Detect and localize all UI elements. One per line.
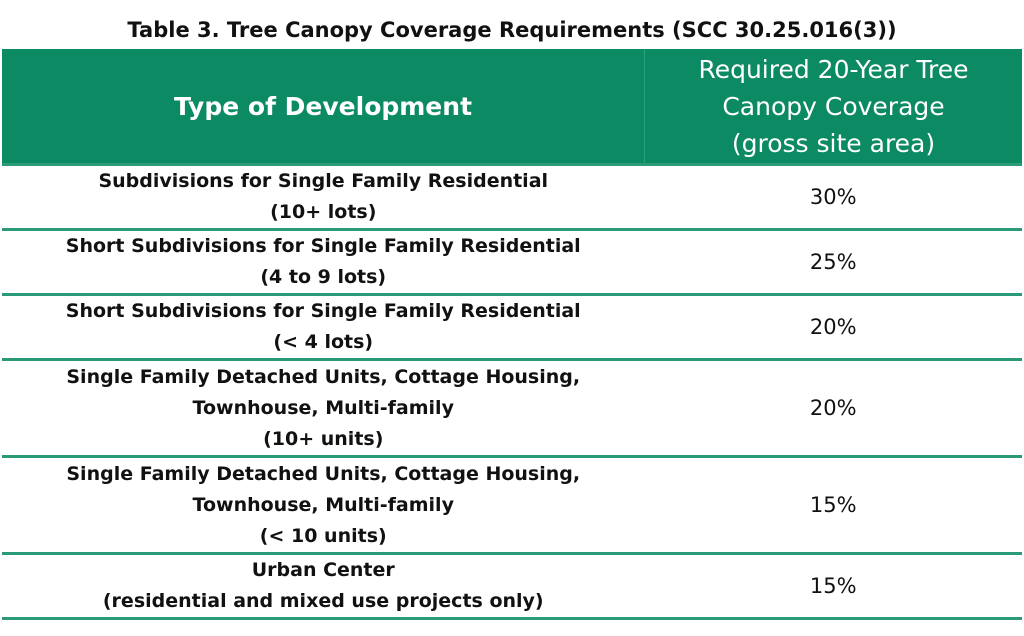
table-title: Table 3. Tree Canopy Coverage Requiremen…: [127, 18, 897, 42]
type-line: Urban Center: [251, 559, 395, 581]
header-row: Type of Development Required 20-Year Tre…: [2, 49, 1022, 165]
type-line: (residential and mixed use projects only…: [102, 590, 544, 612]
type-line: Single Family Detached Units, Cottage Ho…: [66, 462, 581, 485]
development-type: Single Family Detached Units, Cottage Ho…: [2, 358, 645, 457]
coverage-value: 25%: [644, 228, 1022, 295]
type-line: (4 to 9 lots): [260, 266, 387, 288]
development-type: Short Subdivisions for Single Family Res…: [2, 228, 645, 295]
type-line: Short Subdivisions for Single Family Res…: [65, 300, 581, 322]
coverage-value: 15%: [644, 455, 1022, 554]
table-row: Single Family Detached Units, Cottage Ho…: [2, 358, 1022, 457]
type-line: Short Subdivisions for Single Family Res…: [65, 235, 581, 257]
header-type: Type of Development: [2, 49, 645, 165]
development-type: Single Family Detached Units, Cottage Ho…: [2, 455, 645, 554]
table-row: Short Subdivisions for Single Family Res…: [2, 228, 1022, 295]
type-line: (< 10 units): [259, 524, 387, 547]
type-line: Townhouse, Multi-family: [192, 493, 454, 516]
coverage-value: 30%: [644, 163, 1022, 230]
header-line: Canopy Coverage: [722, 91, 945, 121]
type-line: (< 4 lots): [273, 331, 374, 353]
coverage-value: 20%: [644, 293, 1022, 360]
type-line: (10+ units): [263, 427, 384, 450]
table-row: Short Subdivisions for Single Family Res…: [2, 293, 1022, 360]
header-coverage: Required 20-Year Tree Canopy Coverage (g…: [644, 49, 1022, 165]
type-line: Townhouse, Multi-family: [192, 396, 454, 419]
table-row: Urban Center (residential and mixed use p…: [2, 552, 1022, 620]
header-line: Required 20-Year Tree: [698, 54, 969, 84]
coverage-value: 15%: [644, 552, 1022, 620]
table-row: Subdivisions for Single Family Residenti…: [2, 163, 1022, 230]
coverage-value: 20%: [644, 358, 1022, 457]
type-line: (10+ lots): [270, 201, 377, 223]
development-type: Short Subdivisions for Single Family Res…: [2, 293, 645, 360]
development-type: Urban Center (residential and mixed use p…: [2, 552, 645, 620]
type-line: Subdivisions for Single Family Residenti…: [98, 170, 549, 192]
table-row: Single Family Detached Units, Cottage Ho…: [2, 455, 1022, 554]
canopy-table: Type of Development Required 20-Year Tre…: [2, 49, 1022, 620]
development-type: Subdivisions for Single Family Residenti…: [2, 163, 645, 230]
header-line: (gross site area): [731, 128, 936, 158]
type-line: Single Family Detached Units, Cottage Ho…: [66, 365, 581, 388]
